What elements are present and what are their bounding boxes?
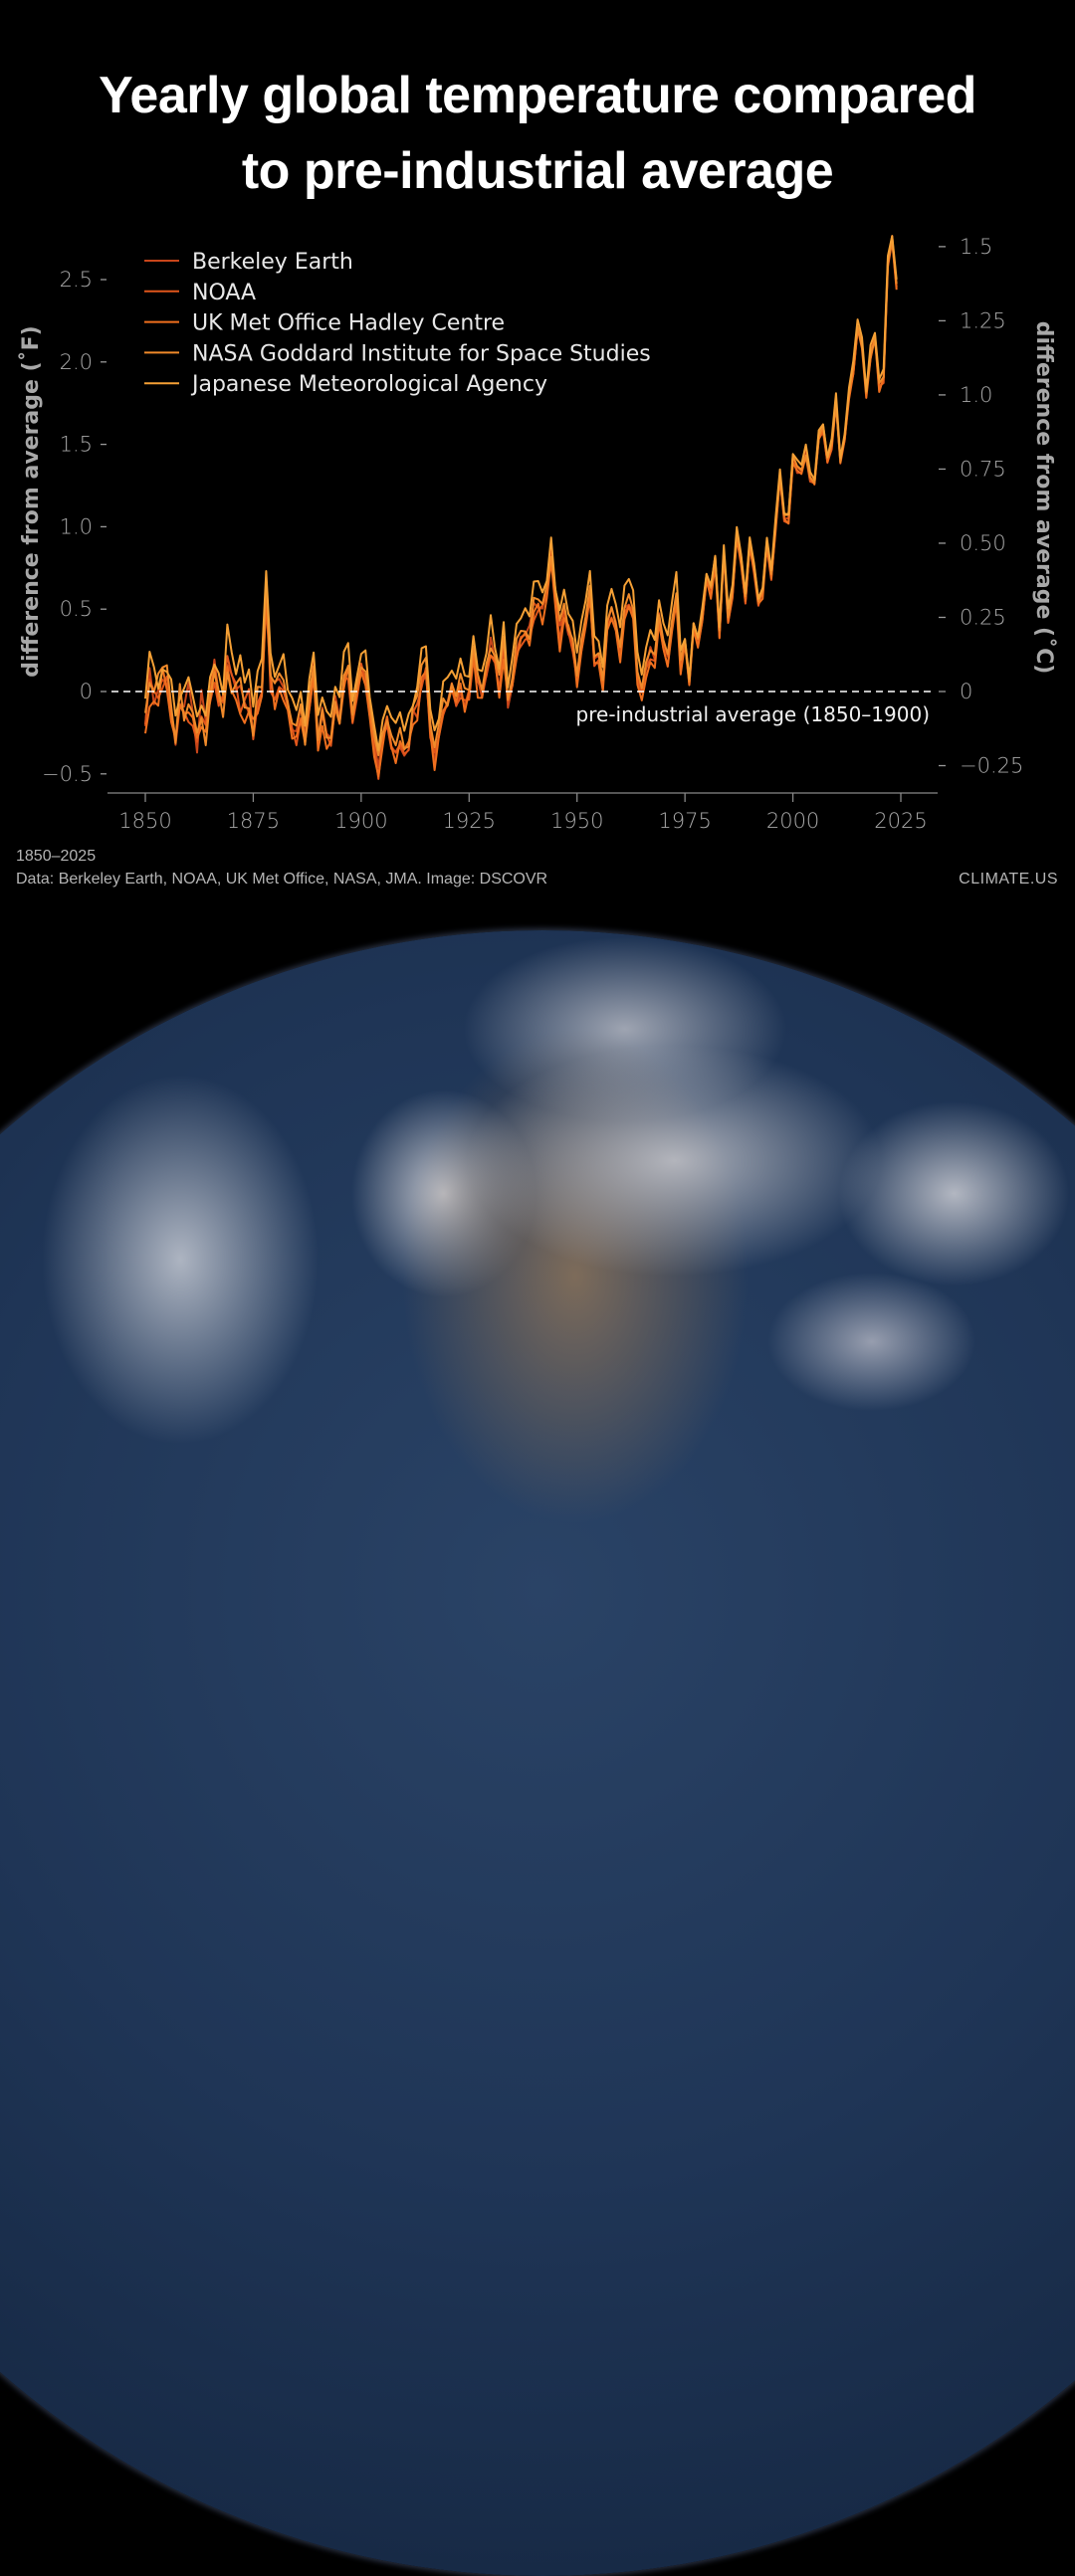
- series-line-japanese-meteorological-agency: [144, 235, 898, 751]
- y-left-tick-label: 2.5: [60, 268, 93, 292]
- y-left-tick-label: −0.5: [42, 762, 93, 786]
- y-left-tick-label: 1.5: [60, 433, 93, 457]
- y-right-tick-label: −0.25: [960, 754, 1023, 778]
- legend-label: UK Met Office Hadley Centre: [192, 311, 505, 336]
- y-right-tick-label: 0: [960, 680, 972, 703]
- pre-industrial-label: pre-industrial average (1850–1900): [576, 702, 930, 726]
- y-left-tick-label: 0: [80, 680, 93, 703]
- y-left-tick-label: 2.0: [60, 350, 93, 374]
- footer-range: 1850–2025: [16, 848, 97, 865]
- x-tick-label: 2000: [766, 809, 819, 833]
- legend-label: Japanese Meteorological Agency: [190, 372, 547, 397]
- earth-image: [0, 930, 1075, 2576]
- legend-item: Japanese Meteorological Agency: [144, 372, 547, 397]
- title-line-2: to pre-industrial average: [241, 142, 834, 200]
- legend-item: NOAA: [144, 281, 256, 305]
- legend-item: UK Met Office Hadley Centre: [144, 311, 505, 336]
- x-tick-label: 1850: [118, 809, 171, 833]
- legend-label: NOAA: [192, 281, 256, 305]
- y-right-tick-label: 1.25: [960, 308, 1006, 332]
- series-lines: [144, 235, 898, 780]
- footer-brand: CLIMATE.US: [959, 871, 1058, 888]
- page-title: Yearly global temperature compared to pr…: [0, 58, 1075, 209]
- x-tick-label: 1925: [443, 809, 496, 833]
- x-tick-label: 1900: [334, 809, 387, 833]
- y-axis-left-label: difference from average (˚F): [19, 325, 44, 677]
- title-line-1: Yearly global temperature compared: [99, 67, 976, 124]
- y-right-tick-label: 0.25: [960, 605, 1006, 629]
- legend-label: Berkeley Earth: [192, 250, 353, 275]
- x-tick-label: 1950: [550, 809, 603, 833]
- y-left-tick-label: 0.5: [60, 597, 93, 621]
- y-axis-right: −0.25 0 0.25 0.50 0.75 1.0 1.25 1.5: [939, 235, 1023, 778]
- legend-item: NASA Goddard Institute for Space Studies: [144, 341, 651, 366]
- footer-source: Data: Berkeley Earth, NOAA, UK Met Offic…: [16, 871, 548, 888]
- series-line-nasa-goddard-institute-for-space-studies: [144, 238, 898, 756]
- y-left-tick-label: 1.0: [60, 514, 93, 538]
- temperature-chart: pre-industrial average (1850–1900) 1850 1…: [19, 235, 1056, 833]
- y-right-tick-label: 1.0: [960, 383, 992, 407]
- y-right-tick-label: 0.50: [960, 531, 1006, 555]
- x-tick-label: 2025: [874, 809, 927, 833]
- x-tick-label: 1975: [658, 809, 711, 833]
- y-right-tick-label: 1.5: [960, 235, 992, 259]
- legend-item: Berkeley Earth: [144, 250, 353, 275]
- legend-label: NASA Goddard Institute for Space Studies: [192, 341, 651, 366]
- legend: Berkeley Earth NOAA UK Met Office Hadley C…: [144, 250, 651, 397]
- y-right-tick-label: 0.75: [960, 457, 1006, 481]
- y-axis-left: −0.5 0 0.5 1.0 1.5 2.0 2.5: [42, 268, 107, 786]
- y-axis-right-label: difference from average (˚C): [1031, 321, 1056, 675]
- x-tick-label: 1875: [227, 809, 280, 833]
- x-axis: 1850 1875 1900 1925 1950 1975 2000 2025: [118, 793, 928, 833]
